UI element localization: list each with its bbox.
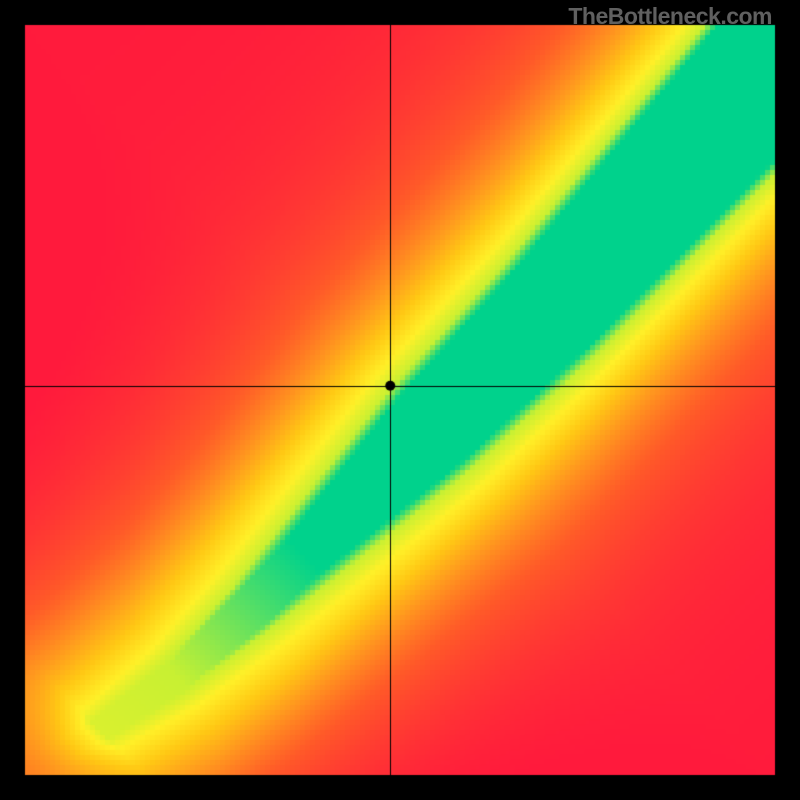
bottleneck-heatmap — [0, 0, 800, 800]
chart-container: { "watermark": { "text": "TheBottleneck.… — [0, 0, 800, 800]
watermark-text: TheBottleneck.com — [568, 3, 772, 30]
